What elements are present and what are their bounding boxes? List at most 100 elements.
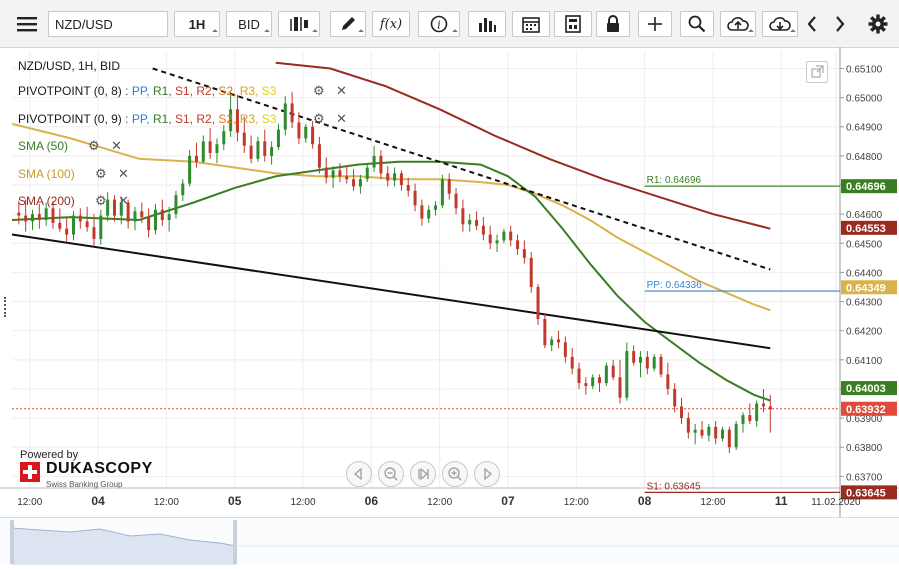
candle-body — [194, 155, 198, 162]
candle-body — [447, 179, 451, 194]
upload-cloud-icon[interactable] — [720, 11, 756, 37]
candle-body — [475, 219, 479, 226]
crosshair-icon[interactable] — [638, 11, 672, 37]
download-cloud-icon[interactable] — [762, 11, 798, 37]
y-tick-label: 0.63900 — [846, 414, 883, 425]
candle-body — [639, 356, 643, 363]
candle-body — [454, 193, 458, 209]
candle-body — [311, 126, 315, 145]
zoom-icon[interactable] — [680, 11, 714, 37]
calculator-icon[interactable] — [554, 11, 592, 37]
candle-body — [591, 377, 595, 387]
close-icon[interactable]: ✕ — [111, 138, 122, 153]
candle-body — [434, 205, 438, 210]
candle-body — [78, 215, 82, 222]
gear-icon[interactable]: ⚙ — [95, 166, 107, 181]
legend-r2: R2, — [196, 112, 216, 126]
pan-left-icon[interactable] — [346, 461, 372, 487]
sma50-line — [11, 160, 771, 402]
chart-nav-controls — [346, 461, 500, 487]
candle-body — [331, 170, 335, 178]
function-icon[interactable]: f(x) — [372, 11, 410, 37]
gear-icon[interactable]: ⚙ — [95, 193, 107, 208]
gear-icon[interactable]: ⚙ — [313, 83, 325, 98]
navigator-graph — [10, 520, 899, 565]
gear-icon[interactable] — [864, 11, 892, 37]
zoom-out-icon[interactable] — [378, 461, 404, 487]
candle-body — [686, 418, 690, 433]
candle-body — [768, 406, 772, 410]
candle-body — [37, 214, 41, 220]
candle-body — [201, 141, 205, 162]
brand-name: DUKASCOPY — [46, 460, 153, 477]
candle-body — [290, 103, 294, 123]
candle-body — [58, 222, 62, 229]
legend-pivot-2-name: PIVOTPOINT (0, 9) — [18, 112, 122, 126]
legend-instrument: NZD/USD, 1H, BID — [18, 59, 121, 73]
y-tick-label: 0.63800 — [846, 443, 883, 454]
x-tick-label: 04 — [91, 494, 105, 508]
candle-type-icon[interactable] — [278, 11, 320, 37]
legend-sep: : — [125, 84, 129, 98]
navigator-strip[interactable] — [0, 517, 899, 565]
gear-icon[interactable]: ⚙ — [88, 138, 100, 153]
calendar-icon[interactable] — [512, 11, 550, 37]
period-button[interactable]: 1H — [174, 11, 220, 37]
candle-body — [215, 144, 219, 153]
x-tick-label: 12:00 — [427, 497, 452, 508]
close-icon[interactable]: ✕ — [336, 83, 347, 98]
candle-body — [509, 231, 513, 241]
pan-right-icon[interactable] — [474, 461, 500, 487]
close-icon[interactable]: ✕ — [118, 193, 129, 208]
candle-body — [707, 426, 711, 436]
expand-icon[interactable] — [806, 61, 828, 83]
resize-handle[interactable] — [4, 297, 9, 317]
candle-body — [304, 126, 308, 139]
candle-body — [393, 173, 397, 181]
close-icon[interactable]: ✕ — [118, 166, 129, 181]
y-tick-label: 0.64600 — [846, 210, 883, 221]
sma100-line — [11, 122, 771, 312]
chart-area[interactable]: R1: 0.64696 PP: 0.64336 S1: 0.63645 0.65100… — [0, 47, 899, 517]
candle-body — [147, 217, 151, 231]
chevron-right-icon[interactable] — [830, 11, 850, 37]
x-tick-label: 05 — [228, 494, 242, 508]
candle-body — [352, 179, 356, 187]
candle-body — [44, 208, 48, 220]
legend-sep: : — [125, 112, 129, 126]
candle-body — [700, 429, 704, 436]
y-tick-label: 0.64900 — [846, 123, 883, 134]
volume-bars-icon[interactable] — [468, 11, 506, 37]
legend-sma50: SMA (50) — [18, 139, 69, 153]
legend-s3: S3 — [261, 84, 277, 98]
lock-icon[interactable] — [596, 11, 630, 37]
price-tag — [841, 485, 897, 500]
legend-sma200: SMA (200) — [18, 194, 75, 208]
legend-pp: PP, — [131, 84, 150, 98]
legend-sma100: SMA (100) — [18, 167, 75, 181]
price-chart[interactable]: R1: 0.64696 PP: 0.64336 S1: 0.63645 0.65100… — [0, 47, 899, 517]
reset-view-icon[interactable] — [410, 461, 436, 487]
y-tick-label: 0.63700 — [846, 472, 883, 483]
legend-r1: R1, — [152, 84, 172, 98]
candle-body — [92, 227, 96, 239]
gear-icon[interactable]: ⚙ — [313, 111, 325, 126]
chevron-left-icon[interactable] — [802, 11, 822, 37]
price-tag-label: 0.64349 — [846, 282, 886, 294]
price-type-button[interactable]: BID — [226, 11, 272, 37]
candle-body — [755, 403, 759, 421]
draw-pencil-icon[interactable] — [330, 11, 366, 37]
symbol-input[interactable] — [48, 11, 168, 37]
candle-body — [106, 199, 110, 216]
candle-body — [140, 211, 144, 218]
candle-body — [372, 155, 376, 168]
candle-body — [584, 383, 588, 387]
candle-body — [529, 257, 533, 287]
info-icon[interactable]: i — [418, 11, 460, 37]
svg-text:i: i — [437, 19, 441, 32]
legend-pivot-1: PIVOTPOINT (0, 8) : PP, R1, S1, R2, S2, … — [18, 84, 276, 98]
hamburger-menu-icon[interactable] — [12, 11, 42, 37]
close-icon[interactable]: ✕ — [336, 111, 347, 126]
zoom-in-icon[interactable] — [442, 461, 468, 487]
price-tag — [841, 381, 897, 396]
